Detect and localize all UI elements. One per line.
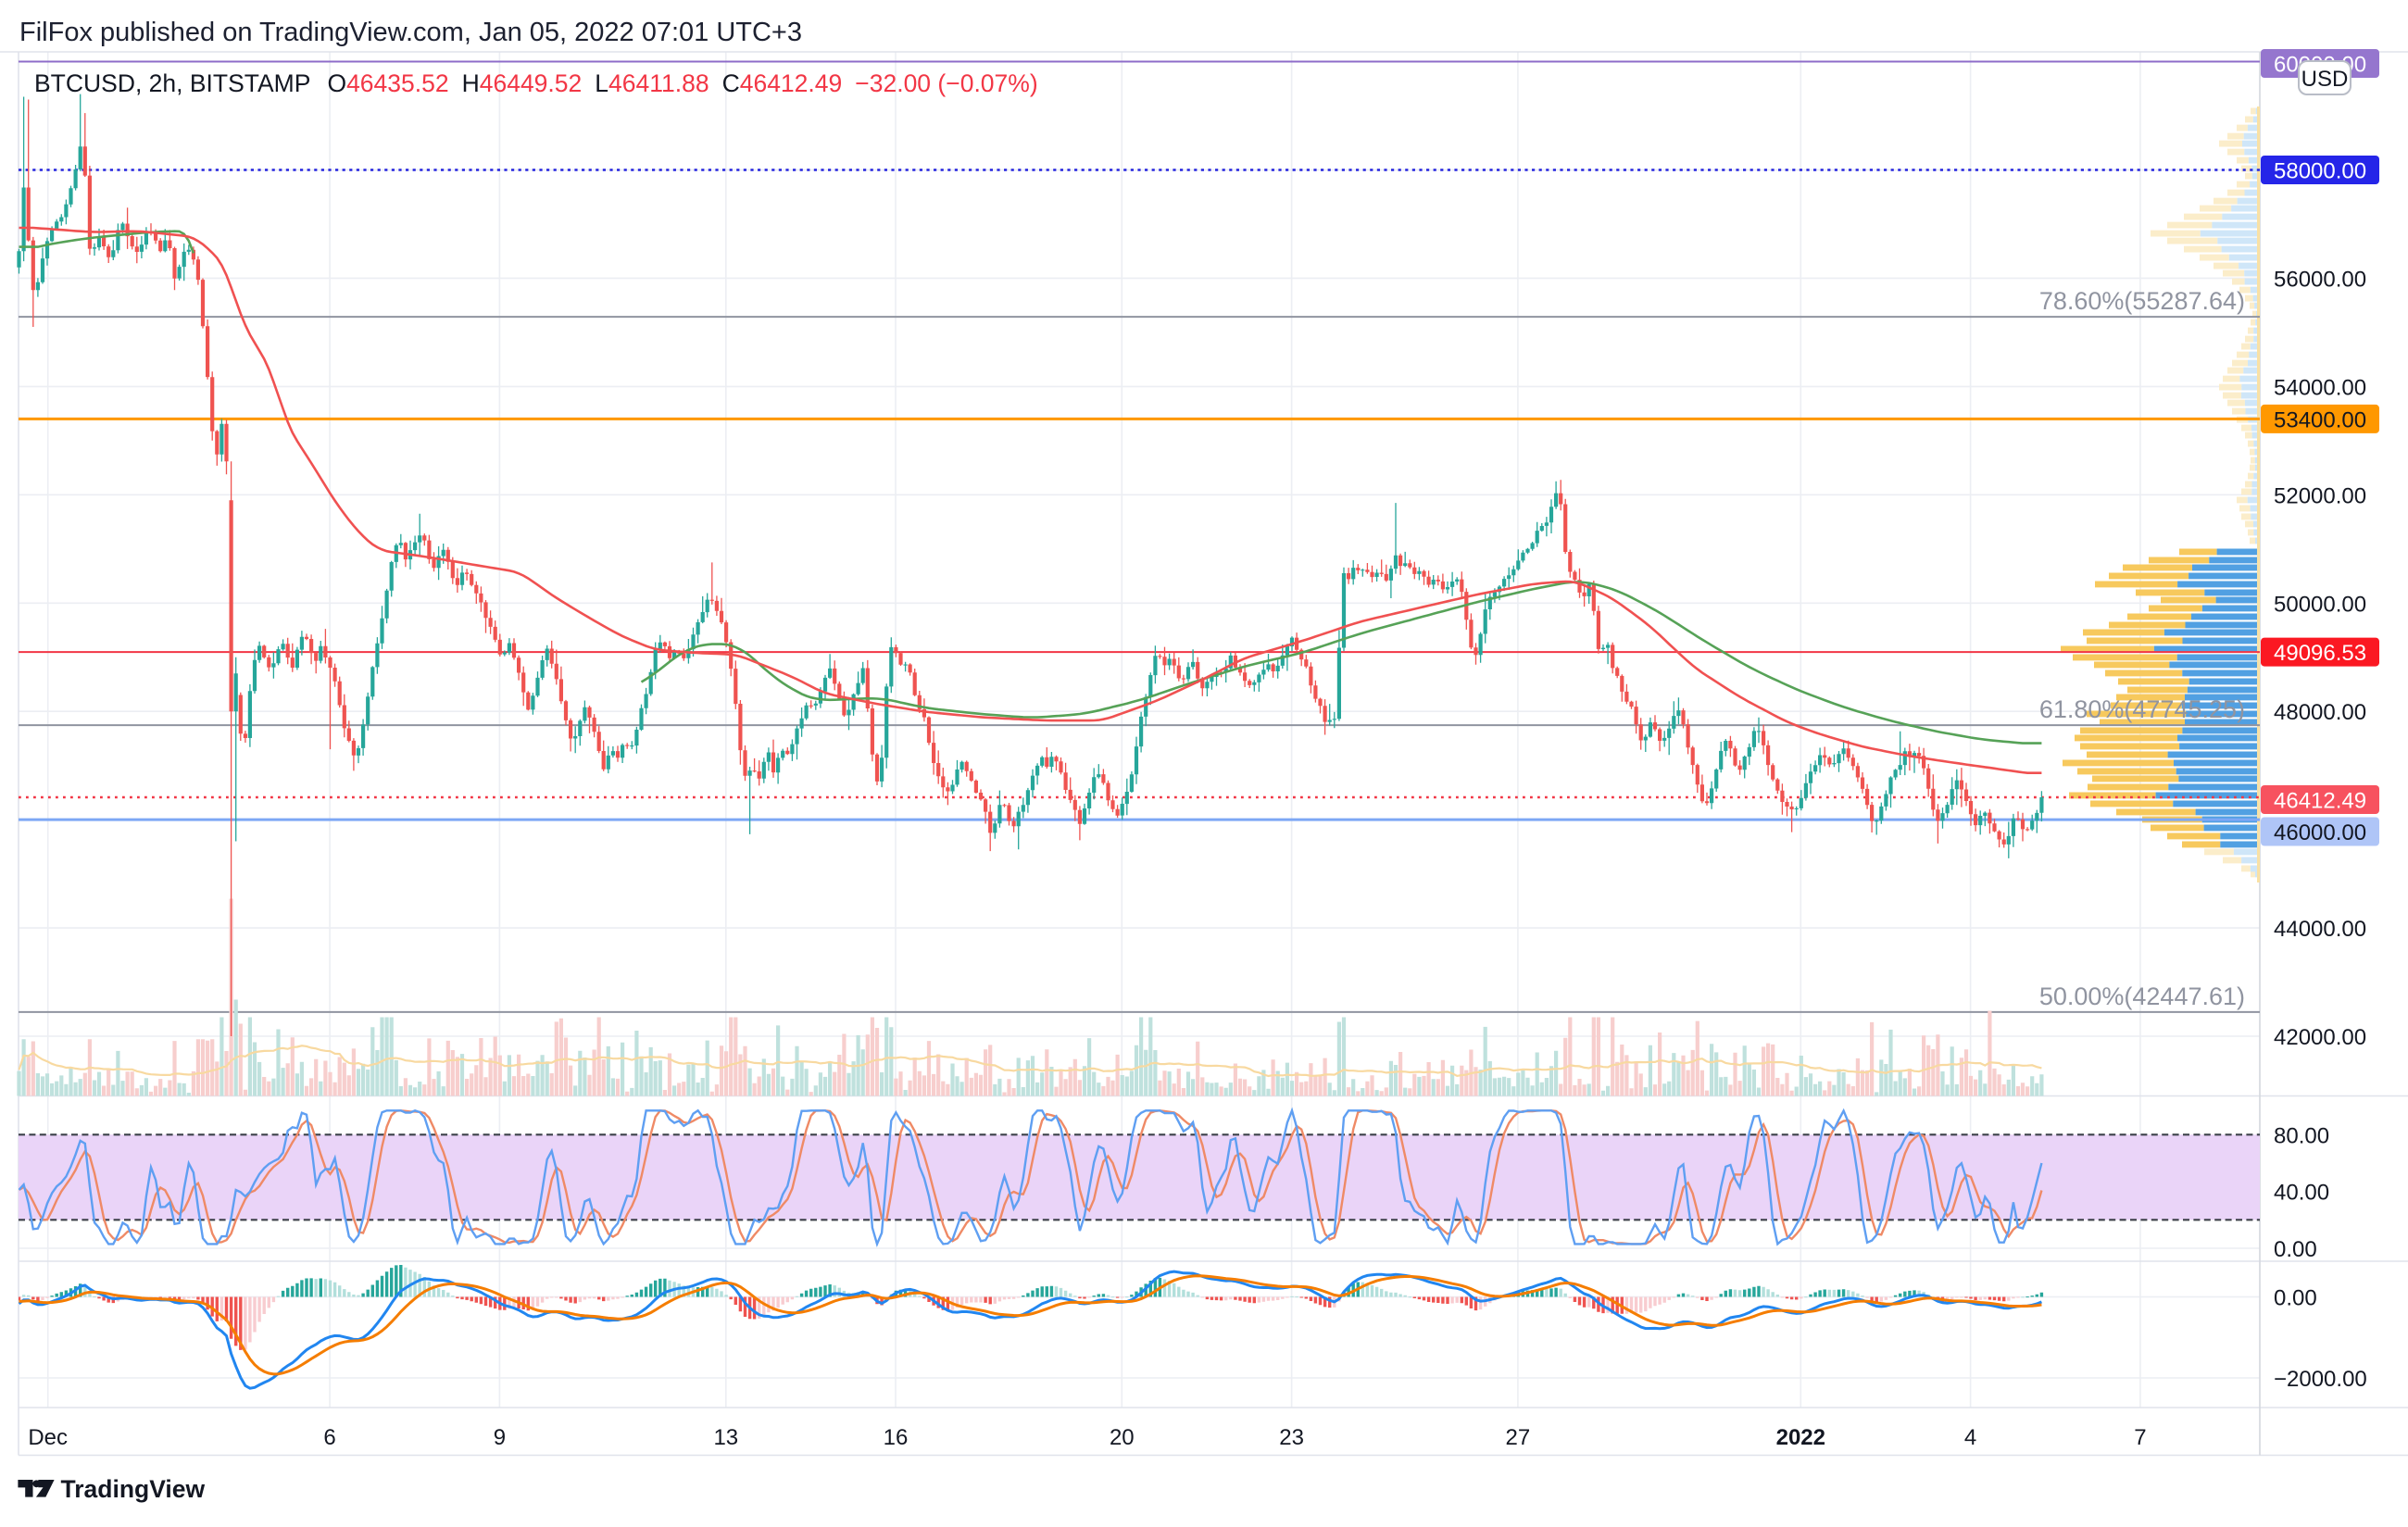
svg-text:78.60%(55287.64): 78.60%(55287.64) <box>2039 287 2245 315</box>
svg-text:46000.00: 46000.00 <box>2274 820 2366 845</box>
svg-text:49096.53: 49096.53 <box>2274 641 2366 666</box>
svg-text:16: 16 <box>884 1425 909 1450</box>
svg-text:53400.00: 53400.00 <box>2274 407 2366 432</box>
svg-text:−2000.00: −2000.00 <box>2274 1367 2367 1392</box>
svg-text:0.00: 0.00 <box>2274 1237 2317 1262</box>
svg-text:40.00: 40.00 <box>2274 1181 2329 1206</box>
svg-text:80.00: 80.00 <box>2274 1123 2329 1148</box>
svg-text:13: 13 <box>713 1425 738 1450</box>
svg-text:27: 27 <box>1506 1425 1531 1450</box>
svg-text:7: 7 <box>2134 1425 2146 1450</box>
svg-text:FilFox published on TradingVie: FilFox published on TradingView.com, Jan… <box>19 18 802 47</box>
svg-text:42000.00: 42000.00 <box>2274 1025 2366 1050</box>
svg-text:50.00%(42447.61): 50.00%(42447.61) <box>2039 983 2245 1010</box>
svg-text:6: 6 <box>323 1425 335 1450</box>
svg-text:2022: 2022 <box>1776 1425 1825 1450</box>
svg-text:54000.00: 54000.00 <box>2274 375 2366 400</box>
svg-text:48000.00: 48000.00 <box>2274 700 2366 725</box>
svg-text:9: 9 <box>494 1425 506 1450</box>
svg-text:Dec: Dec <box>28 1425 68 1450</box>
svg-text:50000.00: 50000.00 <box>2274 592 2366 617</box>
svg-text:4: 4 <box>1964 1425 1976 1450</box>
svg-text:20: 20 <box>1110 1425 1135 1450</box>
svg-text:TradingView: TradingView <box>61 1475 206 1503</box>
svg-text:52000.00: 52000.00 <box>2274 483 2366 508</box>
svg-text:61.80%(47745.25): 61.80%(47745.25) <box>2039 695 2245 723</box>
svg-text:56000.00: 56000.00 <box>2274 267 2366 292</box>
svg-text:58000.00: 58000.00 <box>2274 159 2366 184</box>
svg-text:23: 23 <box>1279 1425 1304 1450</box>
svg-text:0.00: 0.00 <box>2274 1286 2317 1311</box>
svg-text:44000.00: 44000.00 <box>2274 917 2366 942</box>
svg-text:USD: USD <box>2301 67 2349 92</box>
svg-text:46412.49: 46412.49 <box>2274 789 2366 814</box>
